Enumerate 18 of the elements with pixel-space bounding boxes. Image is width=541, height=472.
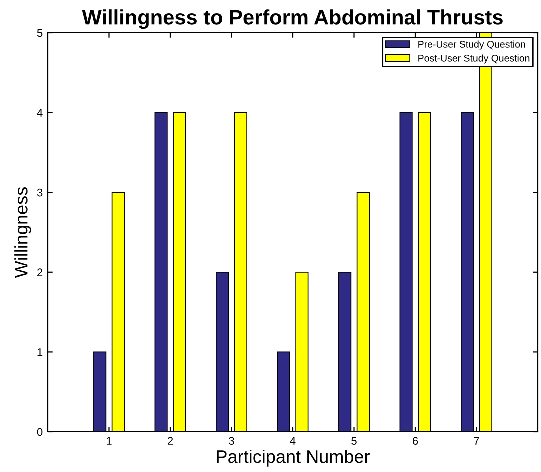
legend-label: Pre-User Study Question — [418, 40, 526, 50]
chart-title: Willingness to Perform Abdominal Thrusts — [82, 10, 503, 30]
y-tick-label: 3 — [37, 188, 43, 197]
y-tick-label: 2 — [38, 268, 43, 276]
x-tick-label: 3 — [229, 437, 234, 446]
x-tick-label: 4 — [290, 437, 296, 445]
x-tick-label: 7 — [474, 437, 480, 445]
x-tick-label: 1 — [107, 437, 112, 445]
x-tick-label: 6 — [412, 437, 418, 446]
y-tick-label: 1 — [38, 348, 43, 356]
y-tick-label: 5 — [37, 29, 43, 38]
x-tick-label: 2 — [168, 437, 174, 445]
y-tick-label: 4 — [37, 109, 43, 117]
y-axis-title: Willingness — [14, 187, 32, 278]
x-axis-title: Participant Number — [217, 450, 370, 467]
y-tick-label: 0 — [37, 428, 43, 436]
x-tick-label: 5 — [352, 437, 357, 446]
legend-label: Post-User Study Question — [418, 54, 530, 64]
